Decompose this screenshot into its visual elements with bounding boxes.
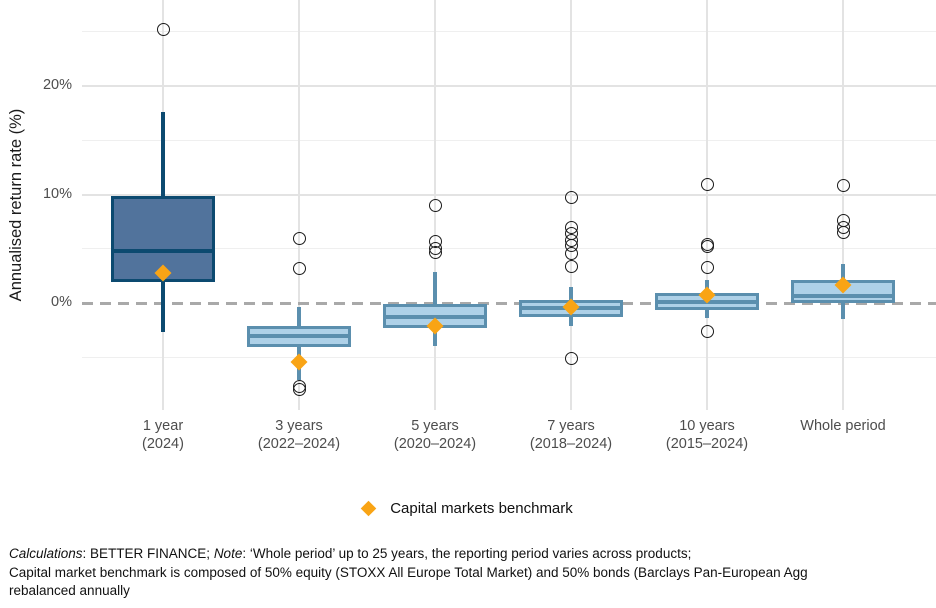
y-axis-title: Annualised return rate (%) [7,108,25,302]
x-tick-label: 3 years (2022–2024) [257,418,341,452]
median-line [386,315,484,320]
minor-gridline [82,31,936,33]
x-tick-label: 5 years (2020–2024) [393,418,477,452]
y-tick-label: 20% [42,77,72,93]
outlier-point [292,383,306,397]
outlier-point [564,191,578,205]
footer-text-segment: : ‘Whole period’ up to 25 years, the rep… [242,546,692,561]
category-gridline [706,0,708,410]
y-tick-label: 0% [51,294,72,310]
x-tick-label: 7 years (2018–2024) [529,418,613,452]
outlier-point [700,178,714,192]
outlier-point [700,240,714,254]
footer-note-line2: Capital market benchmark is composed of … [9,564,808,580]
outlier-point [700,260,714,274]
outlier-point [156,23,170,37]
minor-gridline [82,356,936,358]
minor-gridline [82,139,936,141]
outlier-point [836,225,850,239]
footer-note-line3: rebalanced annually [9,583,130,598]
outlier-point [428,245,442,259]
outlier-point [428,198,442,212]
median-line [794,294,892,299]
x-tick-label: 10 years (2015–2024) [665,418,749,452]
minor-gridline [82,248,936,250]
x-tick-label: Whole period [800,418,886,434]
outlier-point [836,179,850,193]
legend: Capital markets benchmark [0,500,936,517]
footer-text-segment: Note [213,546,243,561]
outlier-point [564,246,578,260]
median-line [250,333,348,338]
benchmark-diamond-icon [360,500,377,517]
outlier-point [292,232,306,246]
median-line [114,248,212,253]
outlier-point [564,351,578,365]
outlier-point [292,261,306,275]
footer-note-line1: Calculations: BETTER FINANCE; Note: ‘Who… [9,545,936,564]
major-gridline [82,85,936,87]
major-gridline [82,193,936,196]
plot-panel [82,0,936,410]
footer-notes: Calculations: BETTER FINANCE; Note: ‘Who… [9,545,936,601]
category-gridline [570,0,572,410]
y-tick-label: 10% [42,185,72,202]
benchmark-diamond [290,353,308,371]
legend-label: Capital markets benchmark [390,500,573,517]
footer-text-segment: Calculations [9,546,83,561]
footer-text-segment: : BETTER FINANCE; [82,546,214,561]
outlier-point [564,259,578,273]
x-tick-label: 1 year (2024) [142,418,184,452]
outlier-point [700,324,714,338]
category-gridline [842,0,844,410]
category-gridline [298,0,300,410]
zero-reference-line [82,301,936,305]
